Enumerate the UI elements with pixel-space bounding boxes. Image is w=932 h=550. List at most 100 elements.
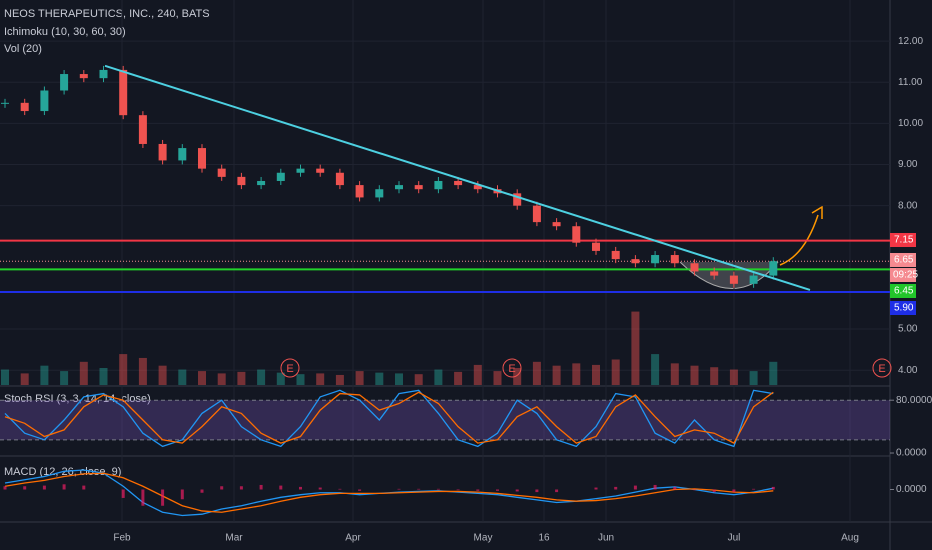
price-badge [890, 284, 916, 298]
indicator-label: Ichimoku (10, 30, 60, 30) [4, 26, 126, 38]
histogram-bar [771, 486, 775, 490]
histogram-bar [338, 488, 342, 490]
candle [375, 189, 384, 198]
volume-bar [296, 374, 305, 385]
volume-bar [316, 373, 325, 385]
trendline [104, 64, 811, 291]
y-tick-label: 0.0000 [896, 484, 927, 495]
volume-bar [178, 369, 187, 385]
histogram-bar [318, 487, 322, 490]
volume-bar [631, 311, 640, 385]
volume-bar [198, 371, 206, 385]
volume-bar [335, 374, 344, 385]
histogram-bar [3, 486, 7, 490]
candle [651, 255, 660, 264]
volume-bar [434, 369, 443, 385]
event-marker: E [508, 363, 515, 375]
candle [513, 193, 522, 206]
arrow-head [811, 205, 823, 219]
y-tick-label: 80.0000 [896, 395, 932, 406]
volume-bar [257, 369, 266, 385]
volume-bar [710, 367, 719, 385]
volume-bar [572, 363, 581, 385]
candle [138, 115, 147, 144]
histogram-bar [515, 489, 519, 492]
histogram-bar [594, 487, 598, 490]
histogram-bar [555, 489, 559, 493]
candle [749, 275, 758, 284]
x-tick-label: Apr [345, 533, 361, 544]
volume-bar [79, 361, 88, 385]
histogram-bar [141, 489, 145, 506]
volume-bar [60, 371, 69, 385]
candle [532, 205, 541, 223]
volume-bar [375, 372, 384, 385]
candle [670, 255, 679, 264]
y-tick-label: 5.00 [898, 324, 918, 335]
y-tick-label: 10.00 [898, 118, 923, 129]
histogram-bar [358, 489, 362, 491]
volume-bar [158, 365, 167, 385]
indicator-line [4, 472, 774, 513]
candle [611, 250, 620, 260]
histogram-bar [476, 489, 480, 491]
candle [335, 172, 344, 186]
volume-bar [414, 374, 423, 385]
event-marker: E [286, 363, 293, 375]
candle [1, 102, 9, 104]
histogram-bar [180, 489, 184, 500]
volume-bar [217, 373, 226, 385]
volume-bar [138, 357, 147, 385]
event-circle [502, 358, 522, 378]
event-marker: E [878, 363, 885, 375]
price-badge-label: 6.65 [894, 255, 914, 266]
histogram-bar [23, 486, 27, 490]
candle [769, 261, 778, 276]
histogram-bar [200, 489, 204, 493]
volume-bar [493, 371, 502, 385]
x-tick-label: Jun [598, 533, 614, 544]
candle [257, 180, 266, 186]
price-badge-label: 7.15 [894, 235, 914, 246]
histogram-bar [82, 485, 86, 490]
histogram-bar [121, 489, 125, 498]
x-tick-label: May [474, 533, 493, 544]
volume-bar [729, 369, 738, 385]
volume-bar [473, 364, 482, 385]
y-tick-label: 11.00 [898, 77, 923, 88]
y-tick-label: 8.00 [898, 200, 918, 211]
x-tick-label: Feb [113, 533, 131, 544]
candle [119, 69, 128, 116]
candle [355, 185, 364, 198]
arrow-drawing [779, 214, 819, 266]
histogram-bar [220, 486, 224, 490]
candle [79, 74, 88, 79]
histogram-bar [693, 489, 696, 491]
candle [395, 185, 403, 190]
histogram-bar [633, 485, 637, 490]
chart-title: NEOS THERAPEUTICS, INC., 240, BATS [4, 8, 210, 20]
volume-bar [395, 373, 403, 385]
histogram-bar [161, 489, 165, 506]
candle [454, 180, 463, 186]
histogram-bar [712, 489, 716, 493]
volume-bar [276, 372, 285, 385]
volume-bar [513, 368, 522, 385]
volume-bar [690, 365, 699, 385]
x-tick-label: Aug [841, 533, 859, 544]
histogram-bar [456, 489, 460, 491]
histogram-bar [436, 488, 440, 490]
histogram-bar [614, 486, 618, 490]
candle [316, 168, 325, 173]
candle [99, 69, 108, 79]
candle [276, 172, 285, 181]
candle [237, 176, 246, 186]
volume-bar [20, 373, 29, 385]
volume-bar [592, 364, 600, 385]
histogram-bar [653, 484, 657, 490]
candle [631, 259, 640, 264]
candle [40, 90, 49, 112]
candle [572, 226, 581, 243]
volume-bar [1, 369, 9, 385]
